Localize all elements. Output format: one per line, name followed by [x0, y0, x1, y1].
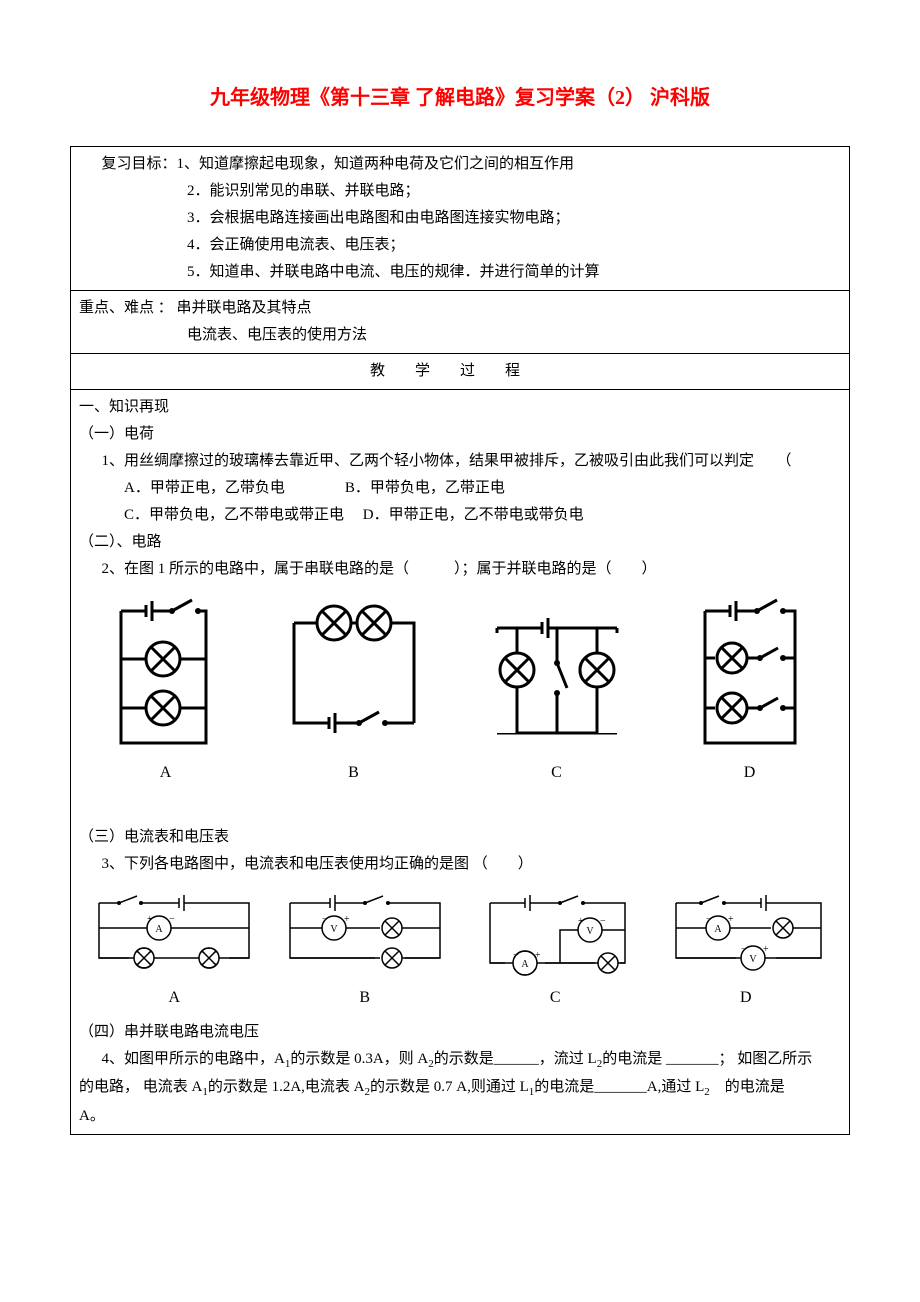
goals-cell: 复习目标：1、知道摩擦起电现象，知道两种电荷及它们之间的相互作用 2．能识别常见…	[71, 147, 850, 291]
q1-opt-a: A．甲带正电，乙带负电 B．甲带负电，乙带正电	[79, 475, 841, 502]
section-1: 一、知识再现	[79, 394, 841, 421]
keypoints-cell: 重点、难点 ： 串并联电路及其特点 电流表、电压表的使用方法	[71, 291, 850, 354]
q4-text-2: 的电路， 电流表 A1的示数是 1.2A,电流表 A2的示数是 0.7 A,则通…	[79, 1074, 841, 1103]
meter-label-a: A	[89, 984, 259, 1013]
goal-5: 5．知道串、并联电路中电流、电压的规律．并进行简单的计算	[79, 259, 841, 286]
svg-text:−: −	[600, 916, 606, 927]
goal-1: 复习目标：1、知道摩擦起电现象，知道两种电荷及它们之间的相互作用	[79, 151, 841, 178]
q4-text-3: A。	[79, 1103, 841, 1130]
section-1-3: （三）电流表和电压表	[79, 824, 841, 851]
label-d: D	[685, 759, 815, 788]
process-header: 教学过程	[71, 354, 850, 390]
q4-text: 4、如图甲所示的电路中，A1的示数是 0.3A，则 A2的示数是______，流…	[79, 1046, 841, 1075]
svg-text:V: V	[749, 954, 757, 965]
q1-text: 1、用丝绸摩擦过的玻璃棒去靠近甲、乙两个轻小物体，结果甲被排斥，乙被吸引由此我们…	[79, 448, 841, 475]
label-c: C	[482, 759, 632, 788]
circuit-c-svg	[482, 593, 632, 753]
content-cell: 一、知识再现 （一）电荷 1、用丝绸摩擦过的玻璃棒去靠近甲、乙两个轻小物体，结果…	[71, 390, 850, 1135]
circuit-a-final	[106, 593, 221, 753]
meter-a: A + −	[89, 888, 259, 1013]
circuit-a: A	[106, 593, 226, 788]
label-b: B	[279, 759, 429, 788]
circuit-b-svg	[279, 593, 429, 753]
meter-label-c: C	[470, 984, 640, 1013]
goal-4: 4．会正确使用电流表、电压表；	[79, 232, 841, 259]
svg-text:−: −	[706, 914, 712, 925]
keypoint-1: 重点、难点 ： 串并联电路及其特点	[79, 295, 841, 322]
goal-2: 2．能识别常见的串联、并联电路；	[79, 178, 841, 205]
svg-text:V: V	[330, 924, 338, 935]
svg-text:A: A	[714, 924, 722, 935]
svg-text:A: A	[522, 959, 530, 970]
section-1-2: （二）、电路	[79, 529, 841, 556]
q1-opt-b: C．甲带负电，乙不带电或带正电 D．甲带正电，乙不带电或带负电	[79, 502, 841, 529]
svg-text:−: −	[169, 914, 175, 925]
circuit-diagrams-row-1: A	[79, 593, 841, 788]
circuit-b: B	[279, 593, 429, 788]
main-table: 复习目标：1、知道摩擦起电现象，知道两种电荷及它们之间的相互作用 2．能识别常见…	[70, 146, 850, 1135]
svg-text:−: −	[322, 914, 328, 925]
circuit-c: C	[482, 593, 632, 788]
q2-text: 2、在图 1 所示的电路中，属于串联电路的是（ ）；属于并联电路的是（ ）	[79, 556, 841, 583]
keypoint-2: 电流表、电压表的使用方法	[79, 322, 841, 349]
label-a: A	[106, 759, 226, 788]
svg-text:A: A	[156, 924, 164, 935]
section-1-4: （四）串并联电路电流电压	[79, 1019, 841, 1046]
svg-text:+: +	[578, 916, 584, 927]
meter-label-b: B	[280, 984, 450, 1013]
svg-text:+: +	[147, 914, 153, 925]
circuit-d-svg	[685, 593, 815, 753]
svg-text:+: +	[728, 914, 734, 925]
goal-3: 3．会根据电路连接画出电路图和由电路图连接实物电路；	[79, 205, 841, 232]
meter-label-d: D	[661, 984, 831, 1013]
svg-text:−: −	[741, 944, 747, 955]
section-1-1: （一）电荷	[79, 421, 841, 448]
meter-diagrams-row: A + −	[79, 888, 841, 1013]
svg-text:V: V	[587, 926, 595, 937]
meter-c: V + − A − +	[470, 888, 640, 1013]
page-title: 九年级物理《第十三章 了解电路》复习学案（2） 沪科版	[70, 80, 850, 116]
svg-text:+: +	[763, 944, 769, 955]
q3-text: 3、下列各电路图中，电流表和电压表使用均正确的是图 （ ）	[79, 851, 841, 878]
svg-text:+: +	[344, 914, 350, 925]
meter-b: V − + B	[280, 888, 450, 1013]
circuit-d: D	[685, 593, 815, 788]
meter-d: A − + V − +	[661, 888, 831, 1013]
